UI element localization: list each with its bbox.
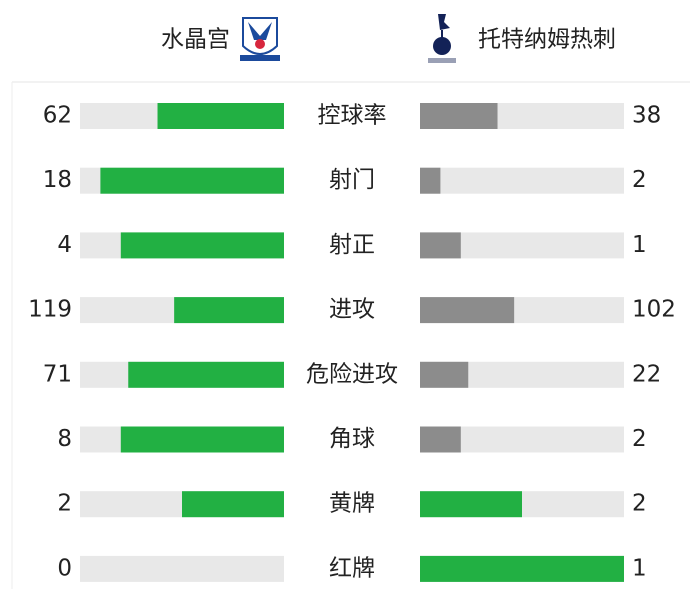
home-value: 119 [28,297,72,323]
away-bar [420,167,441,194]
home-bar [120,426,284,453]
home-team: 水晶宫 [161,27,230,53]
home-value: 2 [57,491,72,517]
away-bar [420,103,498,129]
stat-label: 射门 [329,167,375,193]
stat-label: 黄牌 [329,491,375,517]
away-value: 1 [632,555,647,581]
away-value: 2 [632,426,647,452]
stat-label: 射正 [329,232,375,258]
home-bar [100,167,285,194]
away-bar [420,555,624,582]
away-value: 102 [632,297,676,323]
away-value: 2 [632,167,647,193]
home-bar [128,361,284,388]
away-value: 38 [632,103,661,129]
home-logo [240,17,280,61]
away-track [420,167,624,194]
stat-label: 红牌 [329,555,375,581]
away-value: 2 [632,491,647,517]
home-bar [157,103,284,129]
home-bar [174,297,284,324]
home-value: 8 [57,426,72,452]
home-track [80,555,284,582]
stat-label: 进攻 [329,297,375,323]
home-value: 62 [43,103,72,129]
away-bar [420,491,522,518]
stat-label: 角球 [329,426,375,452]
away-value: 1 [632,232,647,258]
stat-label: 危险进攻 [306,361,398,387]
away-bar [420,426,461,453]
home-value: 18 [43,167,72,193]
home-value: 4 [57,232,72,258]
stat-label: 控球率 [318,103,387,129]
home-bar [182,491,284,518]
away-team: 托特纳姆热刺 [478,27,616,53]
home-value: 71 [43,361,72,387]
home-value: 0 [57,555,72,581]
home-bar [120,232,284,259]
away-bar [420,232,461,259]
away-logo [428,14,456,63]
away-bar [420,361,469,388]
away-value: 22 [632,361,661,387]
away-bar [420,297,515,324]
